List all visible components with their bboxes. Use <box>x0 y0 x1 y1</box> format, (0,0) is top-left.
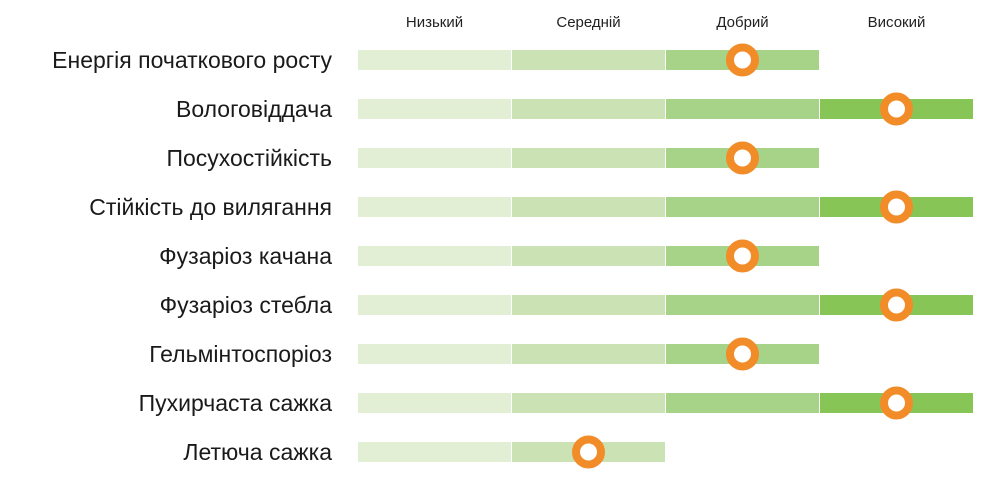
level-header: Середній <box>556 14 620 31</box>
rating-bar-segment <box>512 50 665 70</box>
trait-label: Фузаріоз стебла <box>160 292 333 318</box>
rating-marker <box>726 43 759 77</box>
trait-rows: Енергія початкового росту Вологовіддача По… <box>52 43 973 469</box>
rating-marker <box>726 239 759 273</box>
rating-bar-segment <box>358 50 511 70</box>
trait-label: Енергія початкового росту <box>52 47 332 73</box>
trait-row: Гельмінтоспоріоз <box>149 337 819 371</box>
level-header: Добрий <box>716 14 768 31</box>
rating-marker <box>726 141 759 175</box>
trait-label: Стійкість до вилягання <box>89 194 332 220</box>
trait-row: Фузаріоз стебла <box>160 288 973 322</box>
trait-row: Стійкість до вилягання <box>89 190 973 224</box>
rating-bar-segment <box>512 246 665 266</box>
rating-marker <box>726 337 759 371</box>
rating-bar-segment <box>358 197 511 217</box>
trait-label: Посухостійкість <box>166 145 332 171</box>
rating-marker <box>880 92 913 126</box>
rating-marker <box>880 386 913 420</box>
trait-row: Посухостійкість <box>166 141 819 175</box>
level-headers: Низький Середній Добрий Високий <box>406 14 925 31</box>
rating-bar-segment <box>358 393 511 413</box>
rating-bar-segment <box>666 295 819 315</box>
rating-bar-segment <box>358 99 511 119</box>
rating-bar-segment <box>512 197 665 217</box>
rating-bar-segment <box>512 148 665 168</box>
level-header: Низький <box>406 14 463 31</box>
rating-bar-segment <box>512 295 665 315</box>
rating-bar-segment <box>666 197 819 217</box>
rating-bar-segment <box>358 148 511 168</box>
trait-row: Пухирчаста сажка <box>139 386 973 420</box>
rating-bar-segment <box>666 393 819 413</box>
trait-label: Пухирчаста сажка <box>139 390 333 416</box>
trait-label: Летюча сажка <box>183 439 332 465</box>
trait-label: Фузаріоз качана <box>159 243 332 269</box>
rating-bar-segment <box>358 442 511 462</box>
rating-bar-segment <box>358 246 511 266</box>
rating-marker <box>880 190 913 224</box>
trait-row: Фузаріоз качана <box>159 239 819 273</box>
rating-bar-segment <box>512 99 665 119</box>
rating-marker <box>572 435 605 469</box>
level-header: Високий <box>868 14 926 31</box>
trait-label: Вологовіддача <box>176 96 332 122</box>
rating-bar-segment <box>512 393 665 413</box>
trait-row: Летюча сажка <box>183 435 665 469</box>
trait-row: Вологовіддача <box>176 92 973 126</box>
rating-bar-segment <box>666 99 819 119</box>
rating-bar-segment <box>512 344 665 364</box>
trait-label: Гельмінтоспоріоз <box>149 341 332 367</box>
rating-bar-segment <box>358 295 511 315</box>
rating-bar-segment <box>358 344 511 364</box>
rating-marker <box>880 288 913 322</box>
trait-row: Енергія початкового росту <box>52 43 819 77</box>
